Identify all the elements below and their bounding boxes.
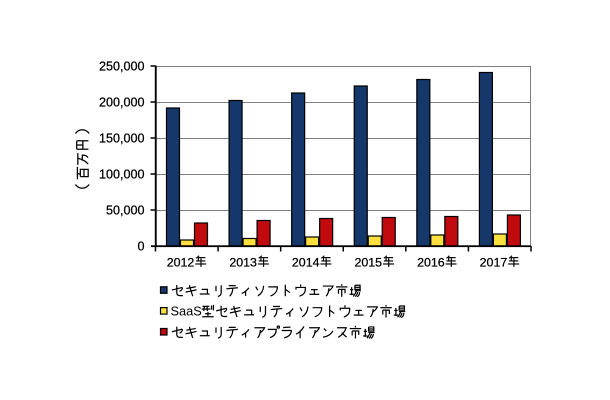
svg-text:2015: 2015 [354, 256, 382, 270]
svg-text:2016: 2016 [417, 256, 445, 270]
svg-text:150,000: 150,000 [99, 131, 145, 145]
svg-text:2017: 2017 [480, 256, 508, 270]
svg-text:SaaS: SaaS [171, 304, 202, 319]
svg-text:0: 0 [137, 239, 144, 253]
svg-text:2013: 2013 [229, 256, 257, 270]
svg-text:2014: 2014 [292, 256, 320, 270]
svg-text:50,000: 50,000 [106, 203, 145, 217]
svg-text:100,000: 100,000 [99, 167, 145, 181]
svg-text:2012: 2012 [167, 256, 195, 270]
svg-text:250,000: 250,000 [99, 59, 145, 73]
svg-text:200,000: 200,000 [99, 95, 145, 109]
